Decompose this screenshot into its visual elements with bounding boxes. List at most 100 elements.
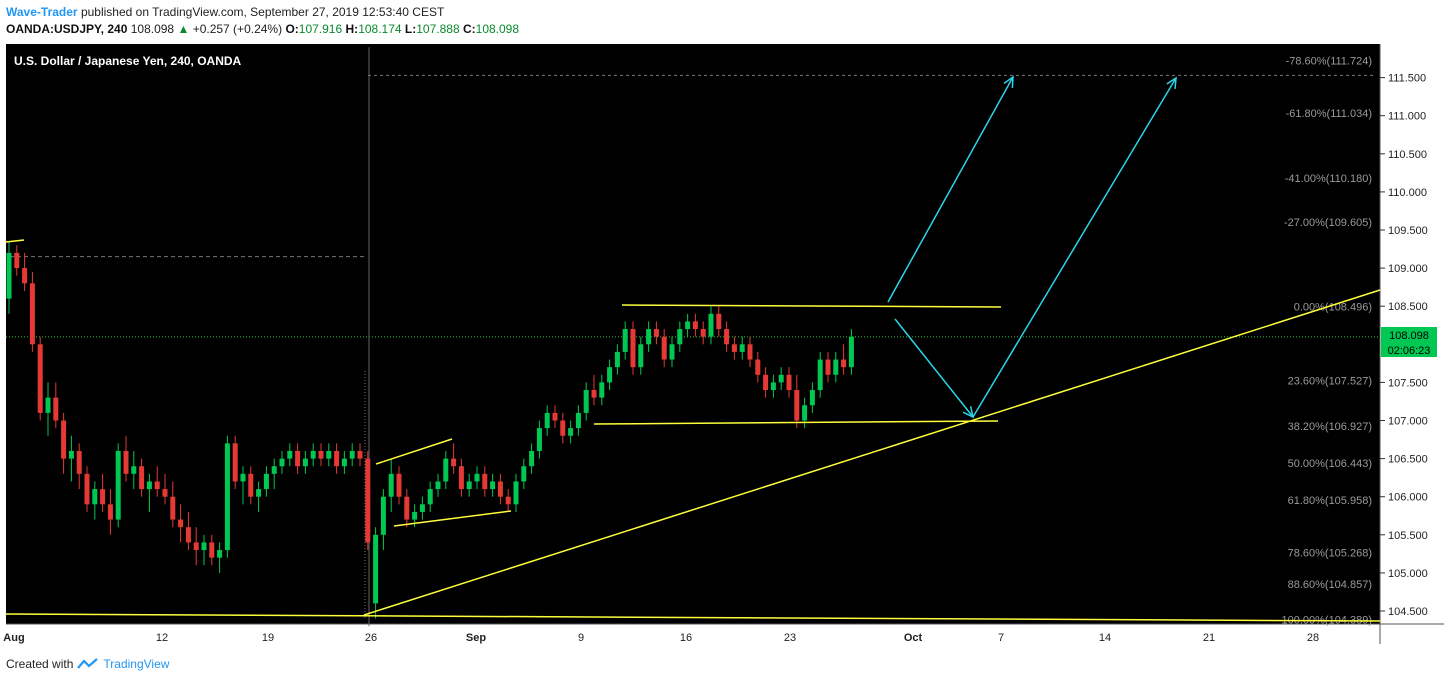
candle	[841, 344, 847, 375]
candle	[295, 443, 301, 474]
fib-level-label: 38.20%(106.927)	[1288, 421, 1372, 433]
candle-body	[458, 466, 464, 490]
price-chart[interactable]: -78.60%(111.724) -61.80%(111.034) -41.00%(…	[0, 44, 1444, 652]
arrow-shaft	[894, 318, 974, 418]
candle-body	[37, 344, 43, 413]
candle	[833, 351, 839, 383]
candle-body	[607, 367, 613, 383]
candle	[443, 450, 449, 490]
flag-lower-line	[393, 510, 512, 527]
flag-upper-line	[375, 438, 453, 465]
candle-body	[599, 382, 605, 398]
last-price: 108.098	[130, 22, 175, 36]
change-up-icon: ▲	[177, 22, 190, 36]
projection-arrow-up-1	[887, 75, 1014, 303]
price-tick-label: 106.500	[1388, 454, 1428, 466]
candle-body	[154, 481, 160, 490]
candle	[638, 336, 644, 375]
candle	[131, 450, 137, 490]
candle-body	[224, 443, 230, 551]
candle	[661, 329, 667, 368]
author-link[interactable]: Wave-Trader	[6, 5, 78, 19]
candle	[770, 374, 776, 398]
candle	[521, 458, 527, 490]
candle-body	[22, 268, 28, 284]
open-label: O:	[285, 22, 299, 36]
arrow-head-icon	[1166, 76, 1177, 90]
candle-body	[380, 496, 386, 535]
candle-body	[412, 511, 418, 520]
candle-body	[373, 534, 379, 604]
time-tick-label: 16	[680, 632, 692, 644]
candle	[217, 542, 223, 573]
candle	[513, 473, 519, 512]
candle-body	[435, 481, 441, 490]
candle-body	[357, 450, 363, 459]
candle-body	[170, 496, 176, 520]
candle	[591, 374, 597, 406]
created-with-text: Created with	[6, 657, 74, 671]
countdown-label: 02:06:23	[1388, 345, 1431, 357]
candle	[568, 420, 574, 444]
candle-body	[778, 374, 784, 383]
candle	[435, 473, 441, 497]
arrow-shaft	[972, 77, 1177, 418]
candle	[45, 382, 51, 436]
candle-body	[552, 412, 558, 421]
candle-body	[326, 450, 332, 459]
time-tick-label: 23	[784, 632, 796, 644]
candle-body	[92, 489, 98, 505]
time-tick-label: Sep	[466, 632, 486, 644]
price-tick-label: 110.500	[1388, 149, 1427, 161]
candle	[700, 321, 706, 345]
time-tick-label: 9	[578, 632, 584, 644]
candle-body	[653, 329, 659, 337]
candle-body	[575, 412, 581, 429]
candle	[474, 466, 480, 490]
candle	[22, 252, 28, 291]
current-price-badge: 108.098 02:06:23	[1381, 327, 1437, 357]
candle-body	[131, 466, 137, 474]
price-tick-label: 108.500	[1388, 301, 1428, 313]
candle-body	[583, 390, 589, 413]
tradingview-link[interactable]: TradingView	[103, 657, 170, 671]
candle-body	[451, 458, 457, 467]
candle-body	[185, 527, 191, 543]
candle-body	[685, 321, 691, 330]
candle-body	[794, 390, 800, 421]
plot-area[interactable]	[6, 44, 1380, 624]
time-axis[interactable]: Aug 12 19 26 Sep 9 16 23 Oct 7 14 21 28	[3, 632, 1319, 644]
candle	[755, 351, 761, 383]
candle-body	[146, 481, 152, 490]
fib-levels: -78.60%(111.724) -61.80%(111.034) -41.00%(…	[368, 56, 1374, 626]
candle-body	[287, 450, 293, 459]
time-tick-label: Oct	[904, 632, 923, 644]
candle-body	[419, 504, 425, 512]
candle-body	[302, 458, 308, 467]
price-tick-label: 110.000	[1388, 187, 1427, 199]
candle	[365, 450, 371, 551]
candle-body	[123, 450, 129, 474]
candle	[482, 466, 488, 497]
price-axis[interactable]: 111.500 111.000 110.500 110.000 109.500 109.0…	[1380, 73, 1428, 618]
time-tick-label: 28	[1307, 632, 1319, 644]
candle-body	[716, 313, 722, 330]
candle-body	[271, 466, 277, 474]
candle	[341, 450, 347, 474]
candle	[256, 481, 262, 512]
candle-body	[755, 359, 761, 375]
candle-body	[817, 359, 823, 391]
footer: Created with TradingView	[6, 657, 169, 671]
candle-body	[217, 550, 223, 558]
candle	[232, 435, 238, 490]
candle-body	[833, 359, 839, 375]
candle-body	[630, 329, 636, 368]
candle	[599, 374, 605, 406]
candle	[61, 412, 67, 474]
candle	[692, 313, 698, 337]
price-tick-label: 111.000	[1388, 111, 1426, 123]
time-tick-label: 26	[365, 632, 377, 644]
candle	[544, 405, 550, 436]
candle	[451, 443, 457, 474]
current-price-label: 108.098	[1389, 330, 1429, 342]
